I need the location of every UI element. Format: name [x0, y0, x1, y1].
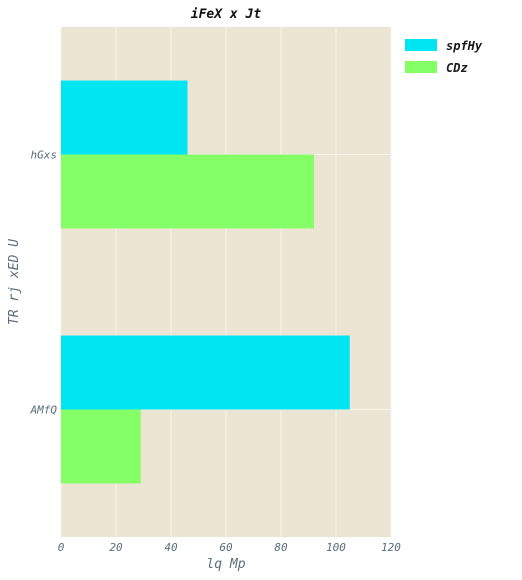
- y-tick-label: AMfQ: [30, 404, 58, 417]
- legend-label-CDz: CDz: [446, 61, 468, 75]
- legend-swatch-spfHy: [405, 39, 437, 51]
- y-axis-ticks: hGxs AMfQ: [30, 149, 58, 417]
- x-tick-label: 100: [326, 541, 346, 554]
- legend-swatch-CDz: [405, 61, 437, 73]
- x-tick-label: 40: [164, 541, 178, 554]
- x-tick-label: 20: [109, 541, 123, 554]
- bar-spfHy-AMfQ: [61, 335, 350, 410]
- y-axis-label: TR rj xED U: [7, 239, 22, 325]
- bar-spfHy-hGxs: [61, 80, 188, 155]
- bar-CDz-hGxs: [61, 154, 314, 229]
- x-tick-label: 120: [381, 541, 401, 554]
- x-axis-label: lq Mp: [206, 557, 245, 572]
- chart-title: iFeX x Jt: [191, 7, 262, 22]
- y-tick-label: hGxs: [31, 149, 58, 162]
- bar-CDz-AMfQ: [61, 409, 141, 484]
- x-tick-label: 0: [58, 541, 65, 554]
- bars: [61, 80, 350, 484]
- x-tick-label: 80: [274, 541, 288, 554]
- x-tick-label: 60: [219, 541, 233, 554]
- x-axis-ticks: 0 20 40 60 80 100 120: [58, 541, 402, 554]
- legend: spfHy CDz: [405, 39, 483, 75]
- legend-label-spfHy: spfHy: [446, 39, 483, 53]
